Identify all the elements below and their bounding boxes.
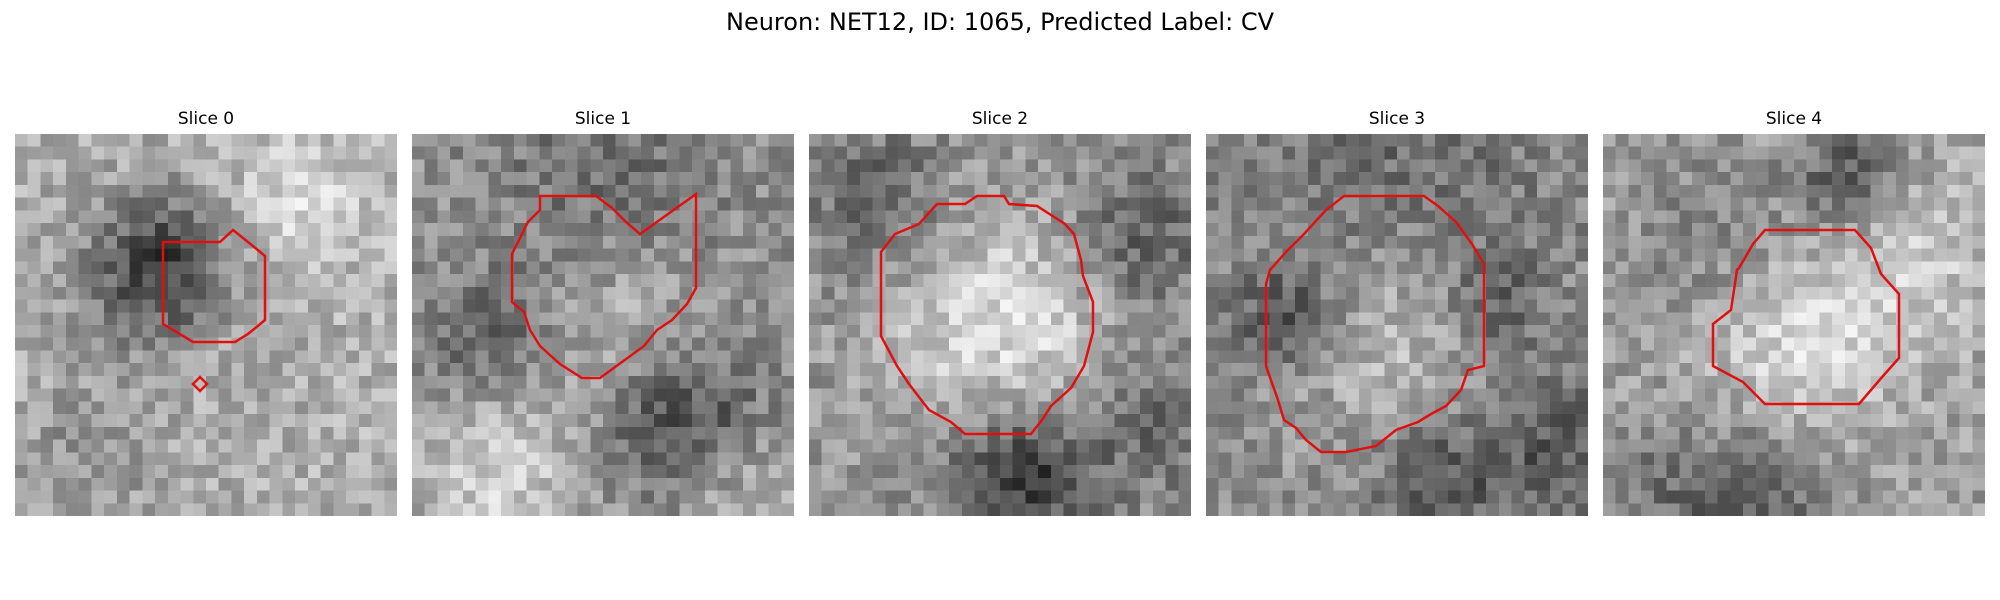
slice-panel-0: Slice 0 xyxy=(15,107,397,131)
slice-title: Slice 3 xyxy=(1206,107,1588,131)
slice-title: Slice 1 xyxy=(412,107,794,131)
slice-image xyxy=(412,134,794,516)
slice-panel-2: Slice 2 xyxy=(809,107,1191,131)
slice-image xyxy=(1603,134,1985,516)
slice-title: Slice 0 xyxy=(15,107,397,131)
slice-panel-4: Slice 4 xyxy=(1603,107,1985,131)
slice-panel-3: Slice 3 xyxy=(1206,107,1588,131)
slice-image xyxy=(809,134,1191,516)
figure-title: Neuron: NET12, ID: 1065, Predicted Label… xyxy=(0,6,2000,38)
roi-contour xyxy=(1266,196,1484,452)
roi-contour xyxy=(512,194,696,378)
roi-contour xyxy=(163,230,265,342)
contour-overlay xyxy=(809,134,1191,516)
slice-title: Slice 2 xyxy=(809,107,1191,131)
slice-image xyxy=(15,134,397,516)
slice-panel-1: Slice 1 xyxy=(412,107,794,131)
contour-overlay xyxy=(15,134,397,516)
roi-contour xyxy=(881,196,1093,434)
contour-overlay xyxy=(412,134,794,516)
slice-image xyxy=(1206,134,1588,516)
contour-overlay xyxy=(1603,134,1985,516)
roi-contour-small xyxy=(193,377,207,391)
contour-overlay xyxy=(1206,134,1588,516)
slice-title: Slice 4 xyxy=(1603,107,1985,131)
roi-contour xyxy=(1713,230,1899,404)
